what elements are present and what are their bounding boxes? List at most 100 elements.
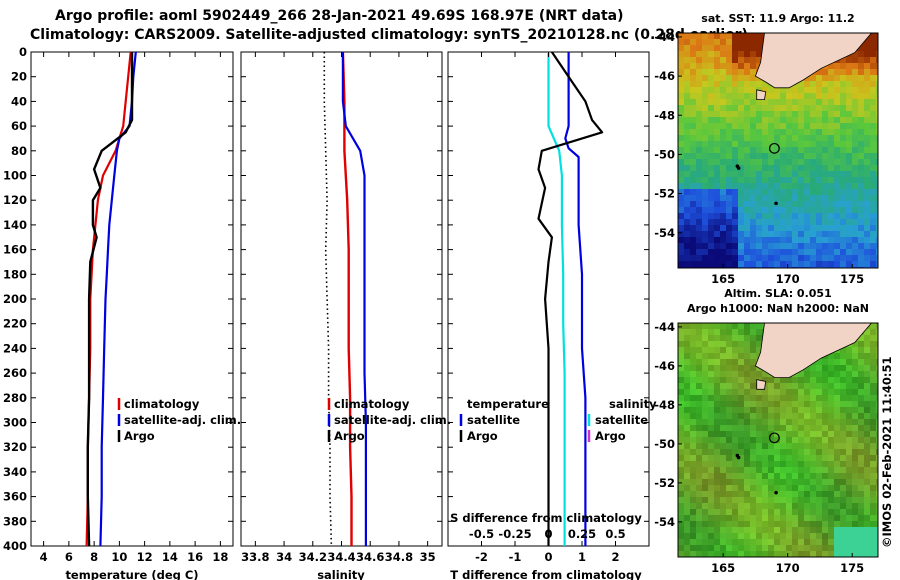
map-cell — [816, 413, 822, 419]
map-cell — [750, 231, 756, 237]
map-cell — [810, 431, 816, 437]
map-cell — [780, 539, 786, 545]
map-cell — [864, 177, 870, 183]
map-cell — [696, 39, 702, 45]
map-cell — [738, 485, 744, 491]
map-cell — [810, 377, 816, 383]
map-cell — [732, 159, 738, 165]
map-cell — [732, 135, 738, 141]
map-cell — [846, 237, 852, 243]
map-cell — [864, 467, 870, 473]
map-cell — [726, 261, 732, 267]
map-cell — [714, 33, 720, 39]
map-cell — [678, 135, 684, 141]
map-cell — [780, 141, 786, 147]
map-cell — [870, 413, 876, 419]
map-cell — [870, 389, 876, 395]
map-cell — [798, 237, 804, 243]
map-cell — [708, 81, 714, 87]
map-cell — [708, 105, 714, 111]
salinity-difference-tick-label: 0.5 — [605, 527, 625, 541]
map-cell — [798, 183, 804, 189]
map-cell — [744, 401, 750, 407]
map-cell — [684, 183, 690, 189]
map-cell — [690, 117, 696, 123]
map-cell — [822, 425, 828, 431]
map-cell — [768, 165, 774, 171]
map-cell — [828, 231, 834, 237]
map-cell — [696, 153, 702, 159]
map-cell — [798, 99, 804, 105]
map-cell — [678, 249, 684, 255]
map-cell — [732, 117, 738, 123]
map-cell — [816, 165, 822, 171]
map-cell — [786, 171, 792, 177]
map-cell — [744, 479, 750, 485]
map-cell — [714, 171, 720, 177]
map-cell — [678, 99, 684, 105]
map-cell — [834, 539, 840, 545]
map-cell — [744, 491, 750, 497]
map-cell — [750, 237, 756, 243]
map-cell — [840, 123, 846, 129]
map-cell — [798, 431, 804, 437]
map-cell — [810, 449, 816, 455]
depth-axis: 0204060801001201401601802002202402602803… — [3, 45, 649, 553]
map-cell — [708, 389, 714, 395]
map-cell — [732, 123, 738, 129]
map-cell — [846, 413, 852, 419]
map-lat-tick-label: -52 — [654, 476, 675, 490]
map-cell — [870, 437, 876, 443]
map-cell — [750, 545, 756, 551]
map-cell — [738, 329, 744, 335]
landmass — [754, 323, 873, 379]
map-cell — [756, 201, 762, 207]
map-cell — [756, 183, 762, 189]
map-cell — [762, 81, 768, 87]
map-cell — [726, 201, 732, 207]
map-cell — [714, 485, 720, 491]
map-cell — [804, 431, 810, 437]
map-cell — [696, 219, 702, 225]
map-cell — [762, 219, 768, 225]
map-cell — [696, 461, 702, 467]
map-cell — [780, 413, 786, 419]
map-cell — [846, 99, 852, 105]
map-cell — [858, 231, 864, 237]
map-cell — [858, 455, 864, 461]
map-cell — [834, 509, 840, 515]
map-cell — [678, 533, 684, 539]
map-cell — [684, 383, 690, 389]
map-cell — [774, 485, 780, 491]
map-cell — [696, 171, 702, 177]
map-cell — [786, 509, 792, 515]
map-cell — [726, 419, 732, 425]
map-cell — [768, 159, 774, 165]
sst-map-image — [678, 33, 878, 268]
map-cell — [684, 123, 690, 129]
map-cell — [684, 539, 690, 545]
map-cell — [846, 213, 852, 219]
map-cell — [822, 195, 828, 201]
map-cell — [792, 413, 798, 419]
map-cell — [744, 335, 750, 341]
map-cell — [762, 479, 768, 485]
map-cell — [690, 201, 696, 207]
map-cell — [690, 75, 696, 81]
map-cell — [720, 111, 726, 117]
map-cell — [864, 395, 870, 401]
map-cell — [690, 189, 696, 195]
map-cell — [684, 243, 690, 249]
map-cell — [852, 485, 858, 491]
map-cell — [732, 183, 738, 189]
map-cell — [822, 111, 828, 117]
map-cell — [732, 195, 738, 201]
map-cell — [828, 503, 834, 509]
map-cell — [738, 365, 744, 371]
depth-tick-label: 80 — [11, 144, 27, 158]
map-cell — [834, 177, 840, 183]
map-cell — [750, 117, 756, 123]
map-cell — [744, 395, 750, 401]
map-cell — [714, 503, 720, 509]
map-cell — [804, 479, 810, 485]
